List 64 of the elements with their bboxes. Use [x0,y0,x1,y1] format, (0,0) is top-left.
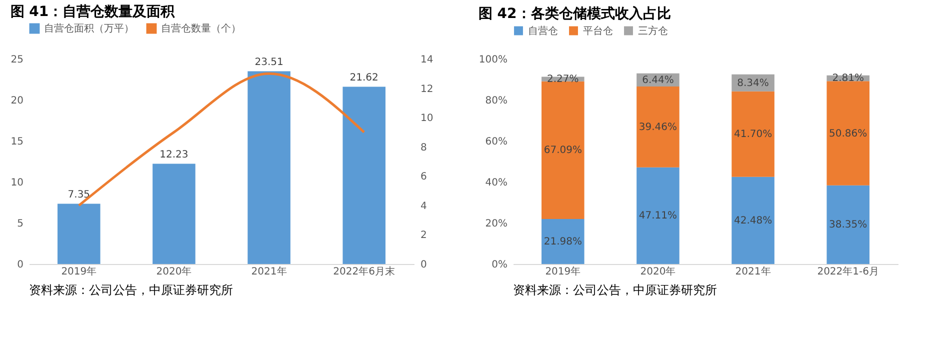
data-label: 38.35% [829,220,868,231]
data-label: 41.70% [734,129,772,140]
x-tick-label: 2022年1-6月 [817,266,879,278]
y2-tick-label: 14 [420,54,434,66]
x-tick-label: 2020年 [640,266,676,278]
data-label: 67.09% [544,145,582,156]
bar [732,91,774,177]
data-label: 2.81% [832,73,864,84]
bar [58,204,100,264]
y-tick-label: 15 [10,136,24,148]
data-label: 7.35 [68,190,90,201]
data-label: 8.34% [737,78,769,89]
bar [248,71,290,264]
text: 资料来源：公司公告，中原证券研究所 [29,283,233,297]
x-tick-label: 2019年 [61,266,97,278]
legend-label: 三方仓 [638,24,668,37]
chart-title: 图 42：各类仓储模式收入占比 [478,6,671,22]
x-tick-label: 2021年 [735,266,771,278]
data-label: 23.51 [254,57,284,68]
bar [636,167,680,264]
y-tick-label: 80% [485,96,508,106]
y-tick-label: 0 [17,260,24,270]
y2-tick-label: 4 [420,200,427,212]
y2-tick-label: 0 [420,260,427,270]
y2-tick-label: 6 [420,172,427,183]
bar [732,176,774,264]
bar [826,185,870,264]
y-tick-label: 100% [478,54,508,66]
data-label: 42.48% [734,215,772,226]
bar [542,218,584,264]
y2-tick-label: 10 [420,113,434,124]
legend-label: 自营仓 [528,24,558,37]
y-tick-label: 20% [485,218,508,230]
data-label: 6.44% [642,74,674,86]
x-tick-label: 2020年 [156,266,192,278]
bar [636,86,680,168]
text: 资料来源：公司公告，中原证券研究所 [513,283,717,297]
data-label: 50.86% [829,128,868,140]
y2-tick-label: 2 [420,230,427,242]
data-label: 47.11% [638,210,678,222]
y-tick-label: 20 [10,96,24,106]
y-tick-label: 40% [485,178,508,188]
x-tick-label: 2019年 [545,266,581,278]
y-tick-label: 60% [485,136,508,148]
legend-label: 自营仓面积（万平） [44,22,134,35]
bar [342,86,386,264]
legend-label: 平台仓 [583,24,613,37]
y-tick-label: 0% [492,260,508,270]
y-tick-label: 5 [17,218,24,230]
x-tick-label: 2021年 [251,266,287,278]
bar [542,81,584,219]
legend-label: 自营仓数量（个） [161,22,241,35]
bar [826,81,870,186]
bar [152,164,196,264]
y2-tick-label: 8 [420,142,427,154]
data-label: 21.98% [544,236,582,248]
y2-tick-label: 12 [420,84,434,95]
chart-title: 图 41：自营仓数量及面积 [10,4,176,20]
data-label: 21.62 [350,72,378,84]
data-label: 39.46% [638,122,678,133]
y-tick-label: 25 [10,54,24,66]
y-tick-label: 10 [10,178,24,188]
data-label: 12.23 [160,150,188,161]
x-tick-label: 2022年6月末 [333,266,395,278]
